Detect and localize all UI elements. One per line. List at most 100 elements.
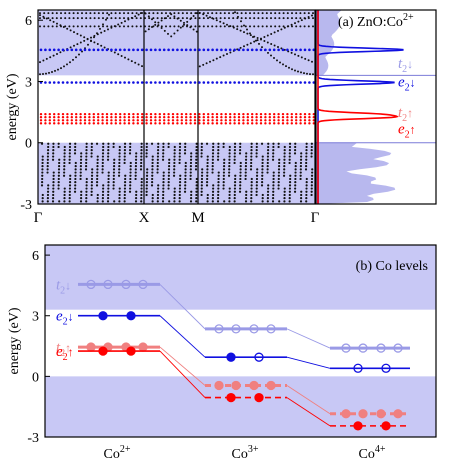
band-dot xyxy=(219,20,222,23)
band-dot xyxy=(179,19,182,22)
minority-level-dot xyxy=(119,119,122,122)
band-dot xyxy=(79,177,82,181)
band-dot xyxy=(118,145,121,149)
band-dot xyxy=(243,24,245,27)
band-dot xyxy=(255,142,258,145)
band-dot xyxy=(81,17,83,20)
band-dot xyxy=(52,142,55,145)
band-dot xyxy=(118,190,121,193)
band-dot xyxy=(55,17,58,20)
band-dot xyxy=(173,197,176,200)
electron-filled xyxy=(226,392,236,403)
electron-empty xyxy=(103,279,113,290)
band-dot xyxy=(148,12,151,15)
band-dot xyxy=(57,181,60,184)
band-dot xyxy=(179,177,182,181)
band-dot xyxy=(46,193,50,197)
band-dot xyxy=(139,165,143,168)
band-dot xyxy=(85,155,88,158)
band-dot xyxy=(84,168,88,171)
band-dot xyxy=(73,31,75,34)
band-dot xyxy=(233,155,236,158)
band-dot xyxy=(118,171,121,174)
band-dot xyxy=(173,152,176,155)
band-dot xyxy=(128,190,132,193)
band-dot xyxy=(144,12,146,15)
band-dot xyxy=(217,181,220,184)
band-dot xyxy=(156,152,160,155)
minority-level-dot xyxy=(308,116,311,119)
band-dot xyxy=(266,34,269,37)
band-dot xyxy=(102,187,105,190)
band-dot xyxy=(226,23,228,26)
band-dot xyxy=(236,12,239,15)
band-dot xyxy=(52,152,55,155)
band-dot xyxy=(63,65,65,68)
band-dot xyxy=(46,149,50,152)
band-dot xyxy=(41,158,44,161)
majority-level-dot xyxy=(158,81,162,84)
electron-filled xyxy=(231,380,241,391)
majority-level-dot xyxy=(286,81,289,84)
band-dot xyxy=(205,62,208,65)
majority-level-dot xyxy=(132,48,135,52)
band-dot xyxy=(244,171,247,174)
minority-level-dot xyxy=(202,116,205,119)
band-dot xyxy=(91,171,94,174)
band-dot xyxy=(255,145,258,149)
minority-level-dot xyxy=(83,122,87,125)
band-dot xyxy=(206,177,209,181)
band-dot xyxy=(198,12,201,15)
minority-level-dot xyxy=(207,122,210,125)
band-dot xyxy=(56,22,58,25)
band-dot xyxy=(177,17,180,20)
band-dot xyxy=(240,25,243,28)
band-dot xyxy=(189,165,192,168)
minority-level-dot xyxy=(132,116,135,119)
band-dot xyxy=(129,181,132,184)
band-dot xyxy=(311,171,314,174)
band-dot xyxy=(277,171,281,174)
band-dot xyxy=(145,145,148,149)
band-dot xyxy=(68,181,72,184)
minority-level-dot xyxy=(39,116,43,119)
band-dot xyxy=(283,149,286,152)
band-dot xyxy=(276,59,278,62)
band-dot xyxy=(157,21,160,24)
band-dot xyxy=(74,177,77,181)
band-dot xyxy=(168,161,171,165)
band-dot xyxy=(266,168,269,171)
minority-level-dot xyxy=(193,112,197,116)
minority-level-dot xyxy=(79,122,82,125)
band-dot xyxy=(181,17,184,20)
band-dot xyxy=(162,171,165,174)
minority-level-dot xyxy=(97,112,100,116)
band-dot xyxy=(217,155,220,158)
band-dot xyxy=(124,20,126,23)
band-dot xyxy=(270,12,272,15)
band-dot xyxy=(161,200,165,203)
band-dot xyxy=(161,158,165,161)
band-dot xyxy=(55,12,58,15)
majority-level-dot xyxy=(202,48,206,52)
band-dot xyxy=(140,200,143,203)
band-dot xyxy=(274,25,277,28)
band-dot xyxy=(288,149,291,152)
minority-level-dot xyxy=(149,119,153,122)
band-dot xyxy=(134,161,138,165)
majority-level-dot xyxy=(83,81,87,84)
band-dot xyxy=(107,190,110,193)
band-dot xyxy=(156,168,159,171)
band-dot xyxy=(130,60,133,63)
band-dot xyxy=(283,190,286,193)
majority-level-dot xyxy=(79,48,82,52)
band-dot xyxy=(123,193,126,197)
band-dot xyxy=(195,184,198,187)
band-dot xyxy=(294,145,297,149)
band-dot xyxy=(216,158,220,161)
band-dot xyxy=(305,184,308,187)
band-dot xyxy=(305,149,308,152)
band-dot xyxy=(96,165,99,168)
band-dot xyxy=(63,145,66,149)
